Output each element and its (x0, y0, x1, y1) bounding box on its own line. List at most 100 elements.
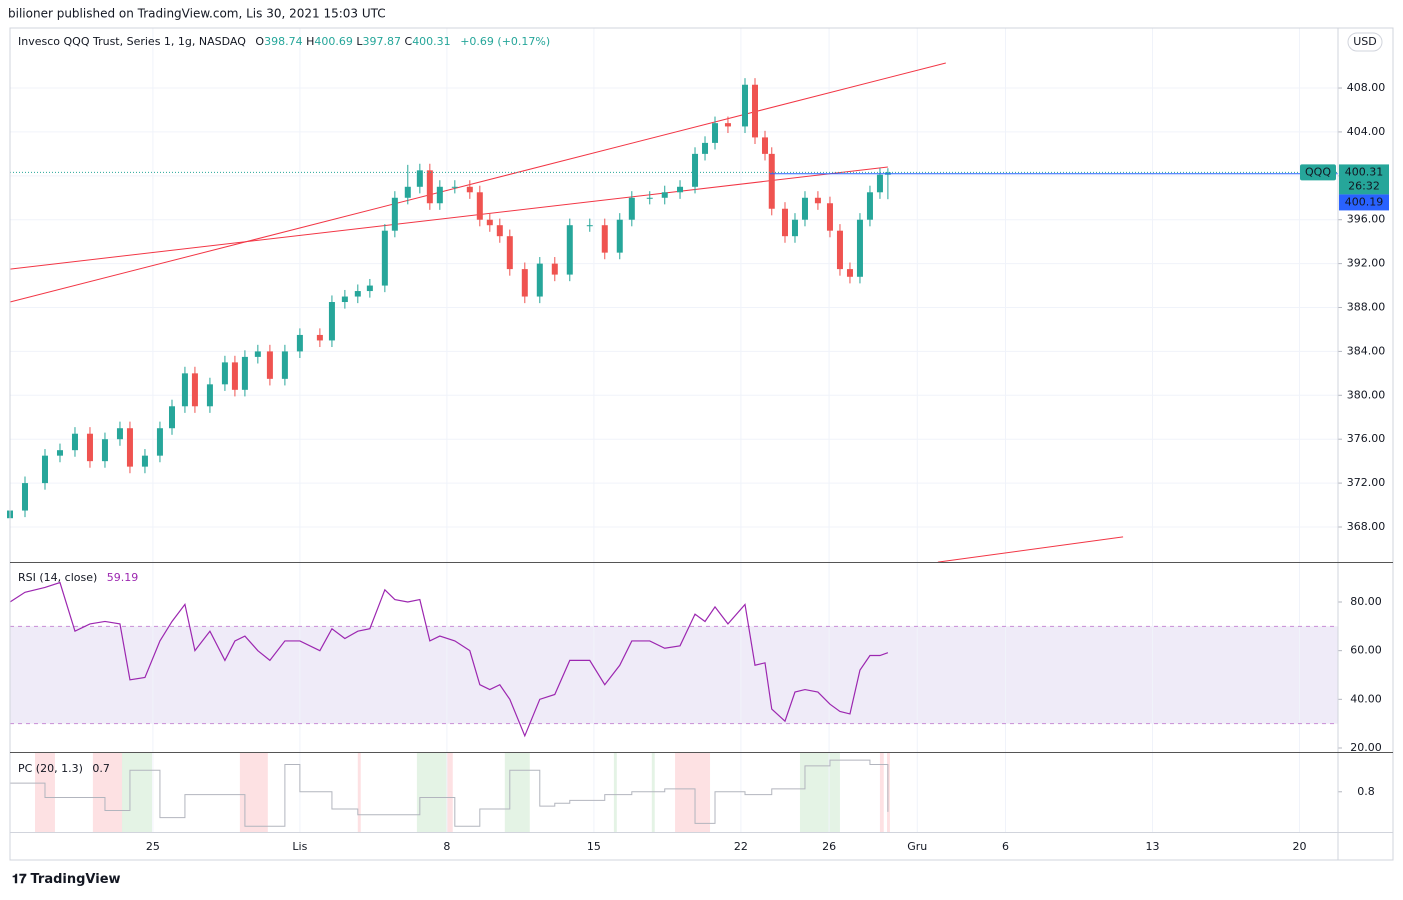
logo: 𝟏𝟕 TradingView (12, 872, 121, 887)
candle-body (191, 373, 198, 407)
candle-body (751, 84, 758, 138)
rsi-title: RSI (14, close) (18, 571, 97, 584)
y-tick-label: 392.00 (1347, 257, 1386, 270)
x-tick-label: 20 (1292, 840, 1306, 853)
zones (10, 626, 1338, 832)
candle-body (876, 174, 883, 193)
x-tick-label: 22 (734, 840, 748, 853)
x-tick-label: 26 (822, 840, 836, 853)
ohlc-value: 400.69 (314, 35, 353, 48)
candle-body (116, 428, 123, 440)
rsi-band (10, 626, 1338, 724)
candle-body (486, 219, 493, 226)
price-line-label: 400.19 (1345, 195, 1384, 208)
candle-body (586, 225, 593, 227)
candle-body (86, 433, 93, 462)
y-tick-label: 404.00 (1347, 125, 1386, 138)
candle-body (836, 230, 843, 270)
price-labels: 25 Lis 8 15 22 26 Gru 6 13 20 368.00 372.00 376.00 38… (146, 81, 1389, 853)
ohlc-label: C (405, 35, 413, 48)
signal-zone (357, 753, 361, 832)
candle-body (416, 170, 423, 187)
ohlc-value: 398.74 (264, 35, 303, 48)
candle-body (221, 362, 228, 385)
candle-body (646, 197, 653, 199)
x-tick-label: 25 (146, 840, 160, 853)
pc-value: 0.7 (92, 762, 110, 775)
candle-body (126, 428, 133, 467)
signal-zone (651, 753, 655, 832)
y-tick-label: 408.00 (1347, 81, 1386, 94)
candle-body (866, 192, 873, 220)
candle-body (241, 356, 248, 390)
marks (7, 62, 1338, 827)
rsi-line (9, 581, 889, 738)
currency-badge[interactable] (1347, 32, 1383, 52)
y-tick-label: 368.00 (1347, 520, 1386, 533)
publisher: bilioner published on TradingView.com, L… (8, 7, 386, 21)
y-tick-label: 0.8 (1357, 785, 1375, 798)
candle-body (168, 406, 175, 429)
price-line-badge (1339, 194, 1389, 211)
candle-body (71, 433, 78, 451)
symbol-label: QQQ (1305, 165, 1331, 178)
signal-zone (675, 753, 711, 832)
ohlc-label: H (306, 35, 314, 48)
logo-mark: 𝟏𝟕 (12, 872, 27, 887)
candle-body (661, 192, 668, 198)
candle-body (328, 302, 335, 341)
signal-zone (887, 753, 890, 832)
y-tick-label: 388.00 (1347, 301, 1386, 314)
signal-zone (504, 753, 530, 832)
x-tick-label: Lis (292, 840, 307, 853)
candle-body (56, 450, 63, 456)
candle-body (281, 351, 288, 379)
candle-body (551, 263, 558, 275)
candle-body (156, 428, 163, 456)
ohlc-label: O (255, 35, 264, 48)
candle-body (826, 203, 833, 231)
candle-body (404, 186, 411, 198)
candle-body (41, 455, 48, 484)
trend-line (9, 62, 946, 303)
candle-body (366, 285, 373, 292)
ohlc-value: 397.87 (363, 35, 402, 48)
signal-zone (613, 753, 617, 832)
signal-zone (446, 753, 453, 832)
pc-legend: PC (20, 1.3) 0.7 (18, 762, 110, 775)
candle-body (506, 236, 513, 270)
candle-body (616, 219, 623, 253)
candle-body (712, 123, 719, 143)
signal-zone (92, 753, 123, 832)
signal-zone (122, 753, 153, 832)
y-tick-label: 372.00 (1347, 476, 1386, 489)
candle-body (628, 197, 635, 220)
change-pct: (+0.17%) (497, 35, 550, 48)
candle-body (677, 186, 684, 193)
candle-body (101, 439, 108, 462)
y-tick-label: 376.00 (1347, 432, 1386, 445)
currency[interactable]: USD (1353, 35, 1377, 48)
frame (9, 27, 1394, 861)
candle-body (692, 153, 699, 187)
candle-body (856, 219, 863, 277)
candle-body (761, 137, 768, 154)
candle-body (496, 225, 503, 237)
candle-body (536, 263, 543, 297)
symbol-badge (1300, 164, 1336, 181)
candle-body (354, 291, 361, 297)
change: +0.69 (460, 35, 494, 48)
candle-body (476, 192, 483, 220)
candle-body (381, 230, 388, 286)
candle-body (521, 269, 528, 297)
candle-body (436, 186, 443, 204)
candle-body (768, 153, 775, 209)
trend-line (9, 166, 888, 270)
symbol-title: Invesco QQQ Trust, Series 1, 1g, NASDAQ (18, 35, 246, 48)
rsi-legend: RSI (14, close) 59.19 (18, 571, 138, 584)
ohlc-label: L (356, 35, 363, 48)
x-tick-label: 8 (443, 840, 450, 853)
